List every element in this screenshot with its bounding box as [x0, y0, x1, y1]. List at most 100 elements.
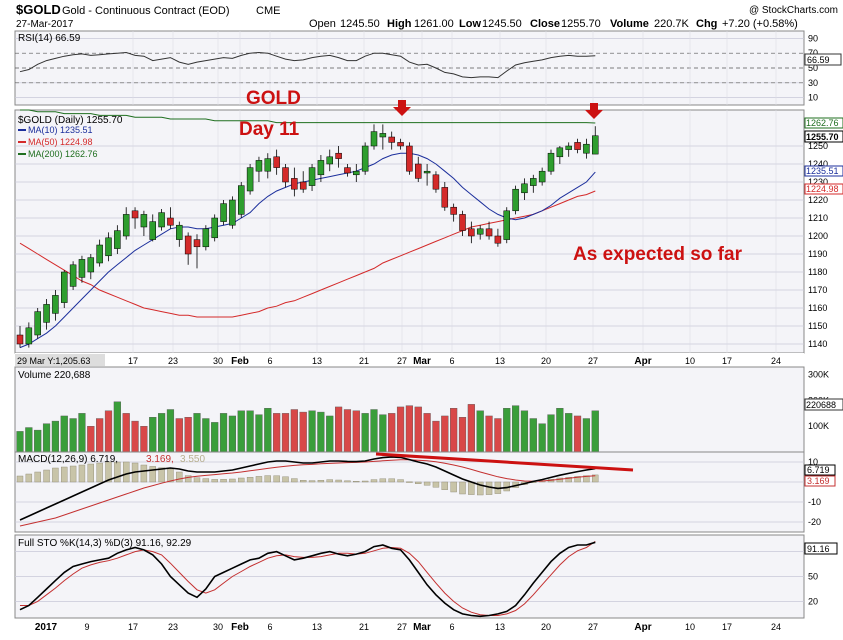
macd-panel: MACD(12,26,9) 6.719, 3.169, 3.550 100-10…	[14, 451, 836, 533]
macd-histogram-bar	[300, 480, 307, 483]
axis-tick-label: 20	[808, 596, 818, 606]
sto-panel: Full STO %K(14,3) %D(3) 91.16, 92.29 805…	[14, 534, 838, 619]
candle-body	[69, 264, 77, 287]
ma200-line	[20, 109, 596, 124]
candle-body	[176, 224, 183, 240]
candle-body	[459, 214, 466, 231]
symbol-title: $GOLD	[16, 2, 61, 17]
tag-ma200-bg	[804, 117, 843, 129]
high-label: High	[387, 18, 412, 30]
axis-tick-label: 1220	[808, 195, 828, 205]
candle-body	[415, 163, 422, 179]
candle-body	[96, 244, 103, 264]
x-axis-label: Feb	[231, 622, 249, 633]
candle-body	[140, 214, 148, 228]
candle-body	[397, 142, 404, 147]
macd-histogram-bar	[96, 462, 103, 483]
candle-body	[565, 145, 572, 150]
macd-histogram-bar	[43, 469, 50, 483]
volume-bar	[42, 423, 51, 453]
candle-body	[184, 235, 192, 255]
axis-tick-label: 90	[808, 33, 818, 43]
candle-body	[114, 230, 121, 249]
candle-body	[353, 170, 360, 176]
candle-body	[52, 295, 59, 314]
watermark: @ StockCharts.com	[749, 5, 838, 16]
macd-histogram-bar	[459, 481, 466, 495]
candle-body	[423, 170, 431, 174]
candle-body	[583, 143, 590, 154]
x-axis-label: 6	[267, 356, 272, 366]
macd-histogram-bar	[105, 461, 112, 483]
candle-body	[388, 136, 395, 143]
macd-histogram-bar	[477, 481, 484, 496]
volume-bar	[405, 405, 414, 453]
macd-label: MACD(12,26,9) 6.719,	[18, 454, 118, 465]
macd-histogram-bar	[291, 478, 298, 483]
volume-bar	[157, 413, 166, 453]
volume-bar	[573, 415, 582, 453]
candle-body	[229, 199, 236, 226]
volume-bar	[264, 408, 272, 453]
volume-bar	[51, 420, 60, 453]
sto-value-tag: 91.16	[807, 544, 830, 554]
x-axis-label: 23	[168, 356, 178, 366]
volume-bar	[414, 406, 422, 453]
candle-body	[246, 167, 254, 192]
macd-histogram-bar	[379, 478, 387, 483]
volume-bar	[104, 410, 113, 453]
macd-histogram-bar	[158, 467, 165, 483]
rsi-label: RSI(14) 66.59	[18, 33, 81, 44]
signal-value-tag-bg	[804, 475, 836, 487]
tag-ma10: 1235.51	[806, 166, 839, 176]
macd-histogram-bar	[432, 481, 440, 488]
low-label: Low	[459, 18, 481, 30]
x-axis-label: 6	[449, 622, 454, 632]
axis-tick-label: 30	[808, 78, 818, 88]
candle-body	[468, 228, 475, 237]
tag-ma200: 1262.76	[806, 118, 839, 128]
candle-body	[61, 271, 68, 303]
volume-bar	[237, 410, 245, 453]
candle-body	[25, 327, 33, 345]
x-axis-label: 10	[685, 622, 695, 632]
axis-tick-label: 1150	[808, 321, 827, 331]
macd-histogram-bar	[565, 477, 572, 483]
macd-histogram-bar	[246, 477, 254, 483]
rsi-value-tag-bg	[804, 53, 842, 66]
candle-body	[485, 228, 493, 237]
candle-body	[335, 152, 342, 159]
macd-histogram-bar	[34, 471, 41, 483]
x-axis-label: Apr	[634, 356, 651, 367]
candle-body	[282, 167, 289, 183]
macd-histogram-bar	[583, 475, 590, 483]
macd-histogram-bar	[61, 466, 68, 483]
candle-body	[122, 214, 130, 237]
candle-body	[432, 174, 440, 190]
macd-value-tag-bg	[804, 464, 836, 476]
volume-bar	[591, 410, 599, 453]
candle-body	[308, 167, 316, 186]
volume-bar	[69, 418, 77, 453]
macd-histogram-bar	[25, 473, 33, 483]
volume-bar	[529, 418, 537, 453]
volume-bar	[512, 405, 520, 453]
tag-ma10-bg	[804, 165, 843, 177]
volume-bar	[494, 418, 502, 453]
annotation-day: Day 11	[239, 119, 300, 140]
macd-histogram-bar	[468, 481, 475, 495]
macd-histogram-bar	[353, 481, 360, 483]
ma50-line	[19, 190, 596, 318]
x-axis-label: 24	[771, 622, 781, 632]
volume-bar	[87, 426, 95, 453]
rsi-value-tag: 66.59	[807, 55, 830, 65]
x-axis-label: 17	[128, 356, 138, 366]
x-axis-label: 27	[397, 622, 407, 632]
x-axis-label: Mar	[413, 622, 431, 633]
candle-body	[78, 259, 86, 278]
x-axis-label: 23	[168, 622, 178, 632]
volume-bar	[131, 420, 139, 453]
sto-value-tag-bg	[804, 542, 838, 555]
axis-tick-label: 1190	[808, 249, 827, 259]
